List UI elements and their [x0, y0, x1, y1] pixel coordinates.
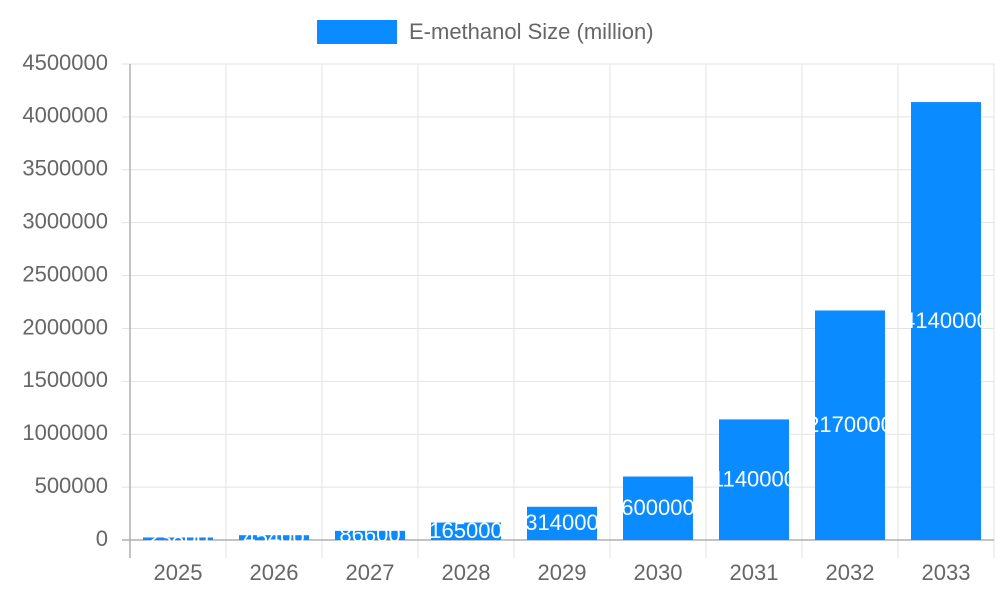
x-tick-label: 2028 [442, 560, 491, 585]
x-tick-label: 2026 [250, 560, 299, 585]
bar [143, 537, 213, 540]
bar [911, 102, 981, 540]
data-label: 600000 [621, 495, 694, 520]
bar [527, 506, 597, 540]
x-tick-label: 2030 [634, 560, 683, 585]
data-label: 86600 [339, 522, 400, 547]
y-tick-label: 2500000 [22, 261, 108, 286]
y-tick-label: 500000 [35, 473, 108, 498]
x-tick-label: 2033 [922, 560, 971, 585]
y-tick-label: 3000000 [22, 208, 108, 233]
x-tick-label: 2025 [154, 560, 203, 585]
bar [335, 530, 405, 540]
y-tick-label: 3500000 [22, 156, 108, 181]
bar [815, 310, 885, 540]
data-label: 45400 [243, 524, 304, 549]
bar [719, 419, 789, 540]
x-tick-label: 2027 [346, 560, 395, 585]
bar [239, 535, 309, 540]
data-label: 1140000 [712, 467, 796, 492]
data-label: 2170000 [807, 412, 893, 437]
y-tick-label: 4000000 [22, 103, 108, 128]
y-tick-label: 0 [96, 526, 108, 551]
legend-label: E-methanol Size (million) [409, 19, 654, 44]
data-label: 23800 [147, 526, 208, 551]
bar [431, 522, 501, 540]
data-label: 165000 [429, 518, 502, 543]
y-tick-label: 2000000 [22, 314, 108, 339]
x-tick-label: 2032 [826, 560, 875, 585]
y-tick-label: 1500000 [22, 367, 108, 392]
y-tick-label: 1000000 [22, 420, 108, 445]
x-tick-label: 2031 [730, 560, 779, 585]
data-label: 4140000 [903, 308, 989, 333]
y-tick-label: 4500000 [22, 50, 108, 75]
legend-swatch [317, 20, 397, 44]
x-tick-label: 2029 [538, 560, 587, 585]
bar [623, 476, 693, 540]
data-label: 314000 [525, 510, 598, 535]
